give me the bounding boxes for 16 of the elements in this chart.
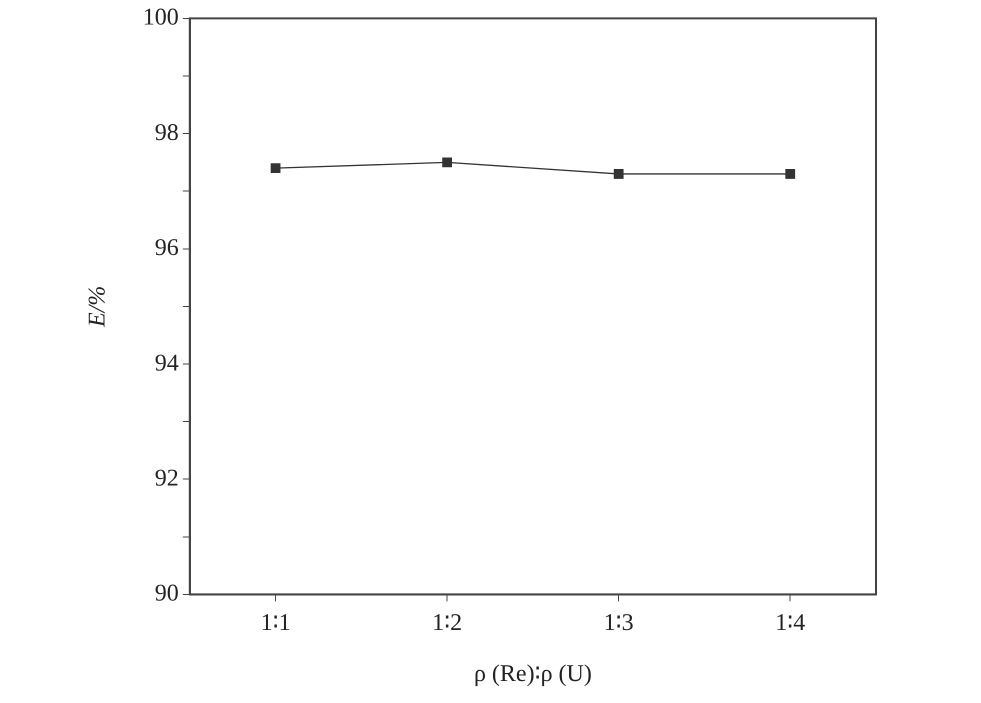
y-tick-label: 94 xyxy=(154,350,179,376)
y-tick-label: 92 xyxy=(154,465,179,492)
y-tick-label: 90 xyxy=(154,580,179,607)
y-tick-label: 98 xyxy=(154,120,179,146)
point xyxy=(442,158,452,168)
x-tick-label: 1∶2 xyxy=(432,610,462,636)
x-tick-label: 1∶4 xyxy=(775,610,806,636)
y-axis-title: E/% xyxy=(84,286,111,328)
point xyxy=(270,163,280,174)
x-tick-label: 1∶1 xyxy=(260,610,291,636)
y-tick-label: 100 xyxy=(142,4,179,31)
y-tick-label: 96 xyxy=(154,235,179,262)
point xyxy=(614,169,624,179)
x-axis-title: ρ (Re)∶ρ (U) xyxy=(474,660,592,687)
point xyxy=(785,169,796,179)
x-tick-label: 1∶3 xyxy=(604,610,634,636)
